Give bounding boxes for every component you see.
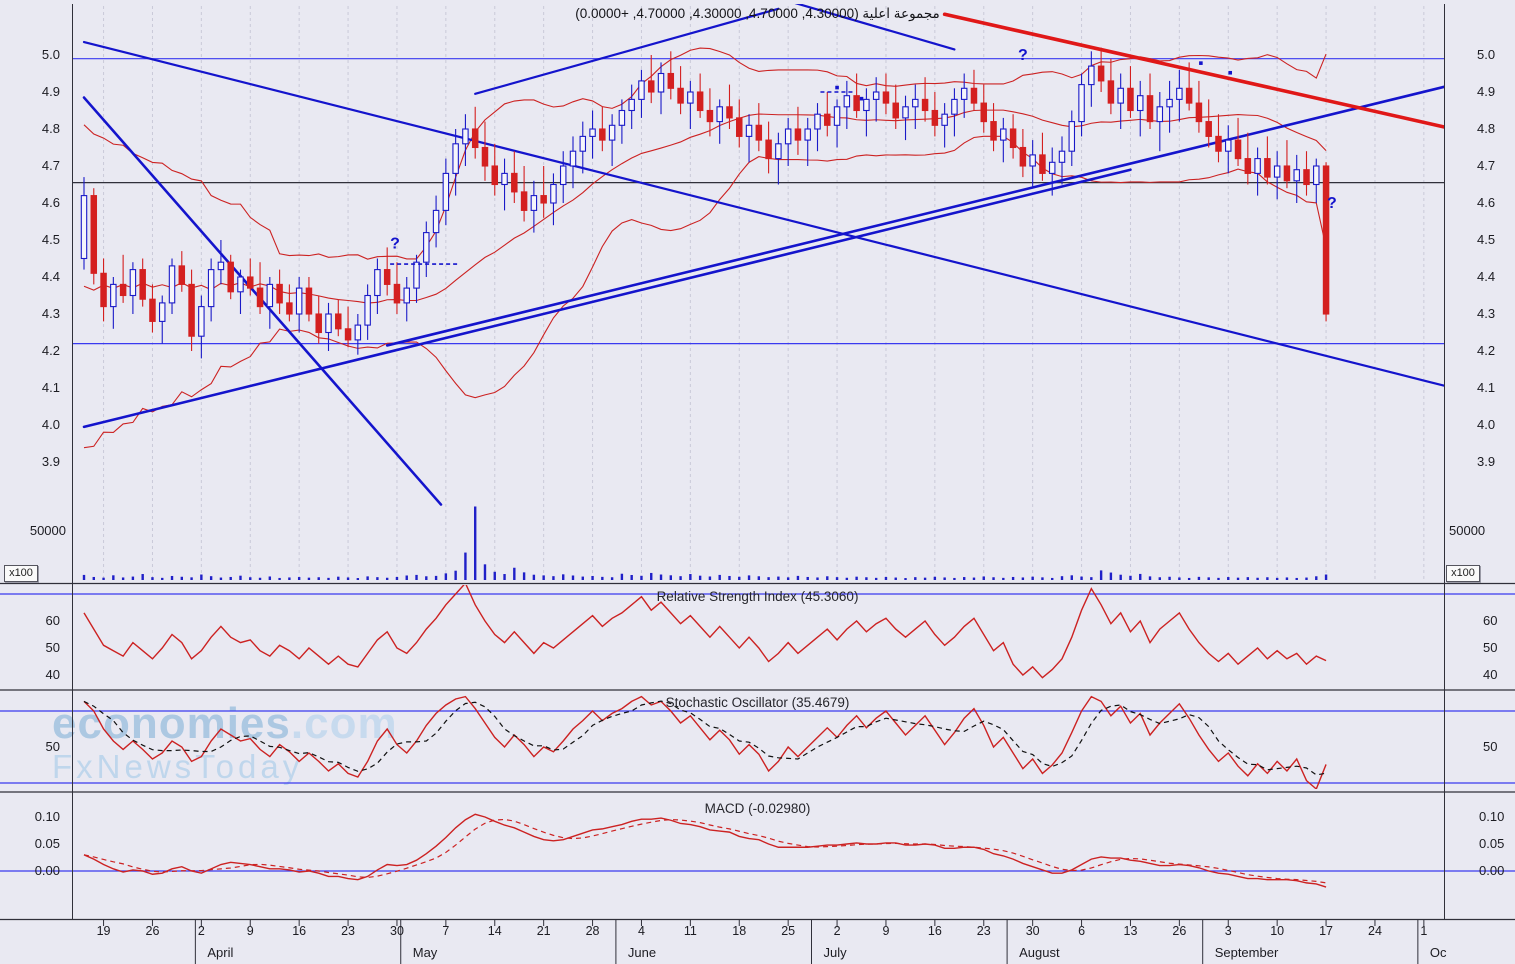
volume-scale-box-right: x100	[1446, 565, 1480, 582]
svg-text:?: ?	[1018, 47, 1028, 64]
stochastic-panel-title: Stochastic Oscillator (35.4679)	[665, 695, 850, 710]
rsi-panel-title: Relative Strength Index (45.3060)	[656, 589, 859, 604]
macd-panel-title: MACD (-0.02980)	[704, 801, 811, 816]
chart-title: مجموعة اعلية (4.30000, 4.70000, 4.30000,…	[575, 6, 940, 21]
volume-scale-box-left: x100	[4, 565, 38, 582]
svg-text:?: ?	[1327, 195, 1337, 212]
svg-text:?: ?	[390, 236, 400, 253]
